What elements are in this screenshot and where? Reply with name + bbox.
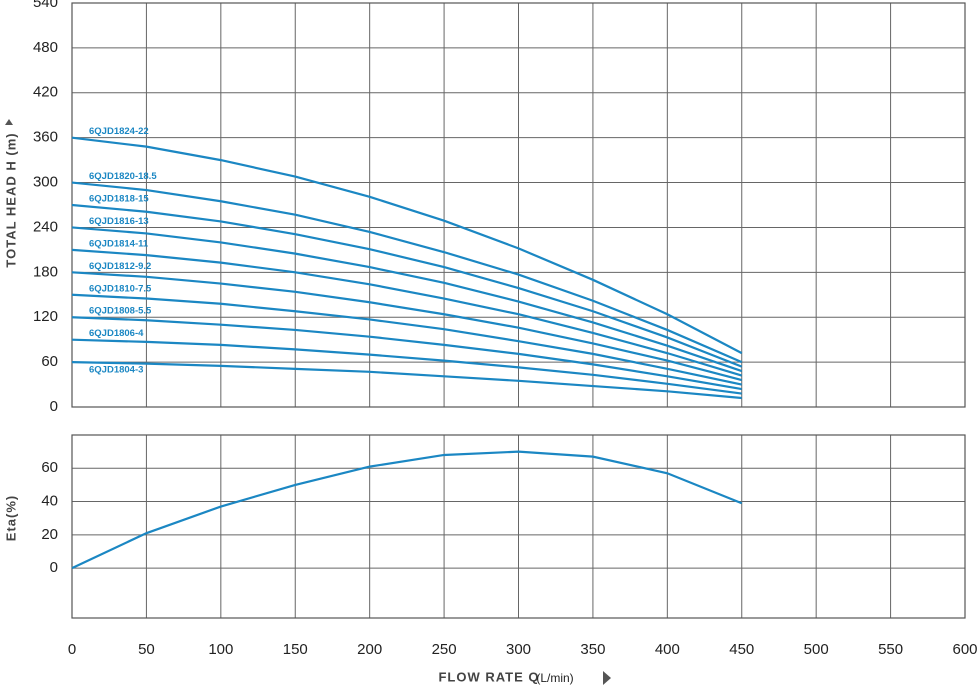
- arrow: [603, 671, 611, 685]
- curve: [71, 316, 742, 391]
- x-tick-label: 50: [138, 641, 155, 658]
- y-tick-label: 480: [33, 39, 58, 56]
- y-tick-label: 540: [33, 0, 58, 11]
- y-axis-title: TOTAL HEAD H (m): [3, 132, 18, 267]
- x-axis-title: FLOW RATE Q: [438, 669, 539, 684]
- series-label: 6QJD1820-18.5: [89, 171, 157, 182]
- curve: [71, 338, 742, 395]
- curve: [71, 361, 742, 400]
- series-label: 6QJD1816-13: [89, 216, 149, 227]
- curve: [71, 271, 743, 382]
- y-tick-label: 360: [33, 129, 58, 146]
- x-tick-label: 300: [506, 641, 531, 658]
- curve: [71, 450, 743, 570]
- y-axis-title: Eta(%): [3, 495, 18, 541]
- y-tick-label: 0: [50, 559, 58, 576]
- x-tick-label: 200: [357, 641, 382, 658]
- x-tick-label: 500: [804, 641, 829, 658]
- y-tick-label: 300: [33, 174, 58, 191]
- x-tick-label: 350: [580, 641, 605, 658]
- arrow: [5, 119, 13, 125]
- y-tick-label: 420: [33, 84, 58, 101]
- y-tick-label: 60: [41, 459, 58, 476]
- y-tick-label: 180: [33, 263, 58, 280]
- curve: [71, 293, 742, 386]
- series-label: 6QJD1824-22: [89, 126, 149, 137]
- y-tick-label: 0: [50, 398, 58, 415]
- y-tick-label: 60: [41, 353, 58, 370]
- y-tick-label: 240: [33, 218, 58, 235]
- series-label: 6QJD1806-4: [89, 328, 144, 339]
- series-label: 6QJD1812-9.2: [89, 261, 151, 272]
- y-tick-label: 20: [41, 526, 58, 543]
- x-tick-label: 150: [283, 641, 308, 658]
- curve: [71, 248, 743, 377]
- x-tick-label: 600: [952, 641, 977, 658]
- x-tick-label: 400: [655, 641, 680, 658]
- x-tick-label: 100: [208, 641, 233, 658]
- x-axis-unit: (L/min): [536, 671, 573, 685]
- series-label: 6QJD1808-5.5: [89, 306, 152, 317]
- series-label: 6QJD1810-7.5: [89, 283, 152, 294]
- x-tick-label: 550: [878, 641, 903, 658]
- curve: [71, 203, 743, 368]
- x-tick-label: 450: [729, 641, 754, 658]
- series-label: 6QJD1818-15: [89, 194, 149, 205]
- curve: [71, 226, 743, 373]
- series-label: 6QJD1804-3: [89, 365, 143, 376]
- y-tick-label: 40: [41, 493, 58, 510]
- x-tick-label: 0: [68, 641, 76, 658]
- x-tick-label: 250: [432, 641, 457, 658]
- curve: [71, 136, 743, 355]
- plot-border: [71, 434, 966, 619]
- y-tick-label: 120: [33, 308, 58, 325]
- curve: [71, 181, 743, 364]
- series-label: 6QJD1814-11: [89, 238, 149, 249]
